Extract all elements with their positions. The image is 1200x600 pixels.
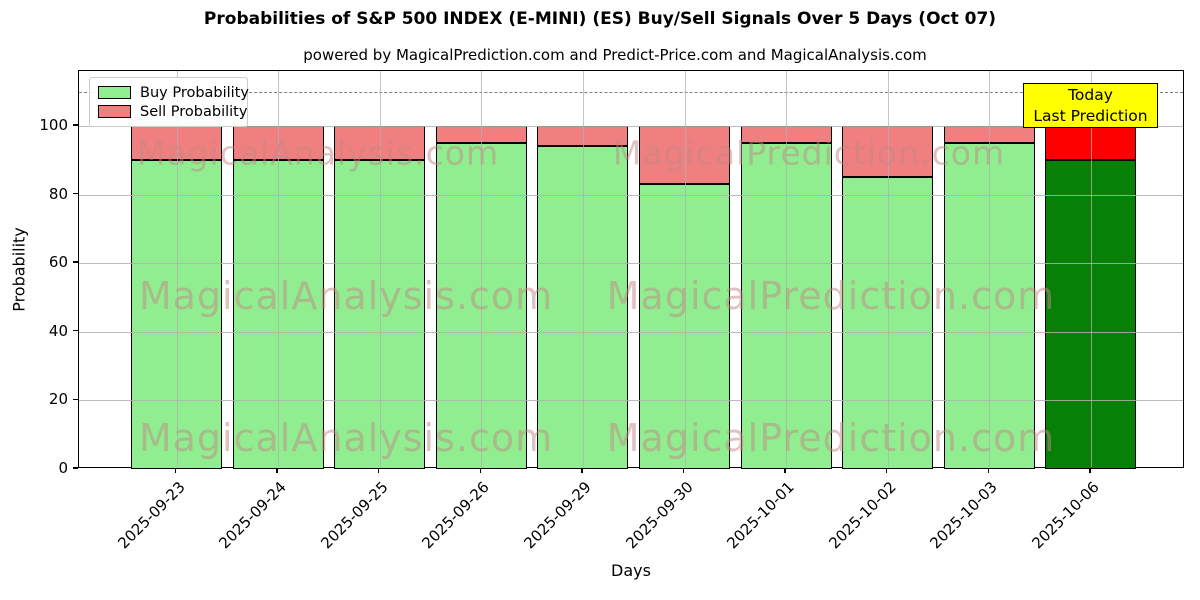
gridline-v-2025-09-26 (481, 71, 483, 467)
legend-label-sell: Sell Probability (140, 103, 248, 120)
y-tick-label-40: 40 (48, 321, 68, 340)
x-tick-2025-09-25 (378, 468, 380, 473)
today-annotation-line1: Today (1068, 85, 1113, 104)
x-tick-2025-09-24 (276, 468, 278, 473)
x-tick-2025-10-03 (987, 468, 989, 473)
y-tick-100 (73, 124, 78, 126)
gridline-v-2025-09-24 (278, 71, 280, 467)
x-tick-2025-09-23 (174, 468, 177, 473)
gridline-h-40 (79, 331, 1183, 333)
legend-label-buy: Buy Probability (140, 84, 249, 101)
watermark-prediction-1: MagicalPrediction.com (606, 274, 1056, 318)
today-annotation-line2: Last Prediction (1033, 106, 1148, 125)
today-annotation: Today Last Prediction (1023, 83, 1158, 128)
y-tick-label-100: 100 (39, 115, 68, 134)
x-tick-2025-09-26 (479, 468, 481, 473)
x-tick-2025-09-30 (682, 468, 685, 473)
x-tick-2025-10-01 (784, 468, 786, 473)
y-tick-label-80: 80 (48, 184, 68, 203)
watermark-prediction-0: MagicalPrediction.com (612, 133, 1006, 173)
y-tick-label-60: 60 (48, 253, 68, 272)
legend-item-buy: Buy Probability (98, 84, 249, 101)
gridline-v-2025-10-01 (786, 71, 788, 467)
watermark-prediction-2: MagicalPrediction.com (606, 416, 1056, 460)
x-axis-label: Days (611, 561, 651, 580)
gridline-v-2025-09-29 (582, 71, 584, 467)
y-tick-label-20: 20 (48, 390, 68, 409)
chart-subtitle: powered by MagicalPrediction.com and Pre… (303, 46, 927, 64)
y-tick-0 (73, 467, 78, 469)
gridline-v-2025-10-03 (989, 71, 991, 467)
gridline-v-2025-09-23 (176, 71, 178, 467)
x-tick-2025-10-06 (1089, 468, 1091, 473)
chart-title: Probabilities of S&P 500 INDEX (E-MINI) … (203, 9, 997, 29)
gridline-h-100 (79, 125, 1183, 127)
y-tick-80 (73, 192, 78, 195)
x-tick-label-2025-09-23: 2025-09-23 (113, 478, 189, 553)
plot-area: MagicalAnalysis.com MagicalPrediction.com… (78, 70, 1184, 469)
y-tick-40 (73, 330, 78, 332)
legend: Buy Probability Sell Probability (89, 77, 249, 127)
watermark-analysis-2: MagicalAnalysis.com (138, 416, 554, 460)
legend-item-sell: Sell Probability (98, 103, 247, 120)
x-tick-2025-10-02 (886, 468, 888, 473)
gridline-v-2025-09-25 (379, 71, 381, 467)
buy-color-swatch (98, 86, 131, 99)
watermark-analysis-1: MagicalAnalysis.com (138, 274, 554, 318)
dashed-threshold-line (79, 91, 1183, 93)
x-tick-2025-09-29 (581, 468, 583, 473)
y-tick-20 (73, 398, 78, 401)
gridline-v-2025-10-06 (1090, 71, 1092, 467)
gridline-v-2025-09-30 (684, 71, 686, 467)
gridline-h-80 (79, 194, 1183, 196)
gridline-h-60 (79, 263, 1183, 265)
y-tick-label-0: 0 (58, 459, 68, 477)
gridline-h-20 (79, 400, 1183, 402)
y-tick-60 (73, 261, 78, 263)
sell-color-swatch (98, 105, 131, 118)
gridline-v-2025-10-02 (887, 71, 889, 467)
watermark-analysis-0: MagicalAnalysis.com (136, 133, 500, 173)
